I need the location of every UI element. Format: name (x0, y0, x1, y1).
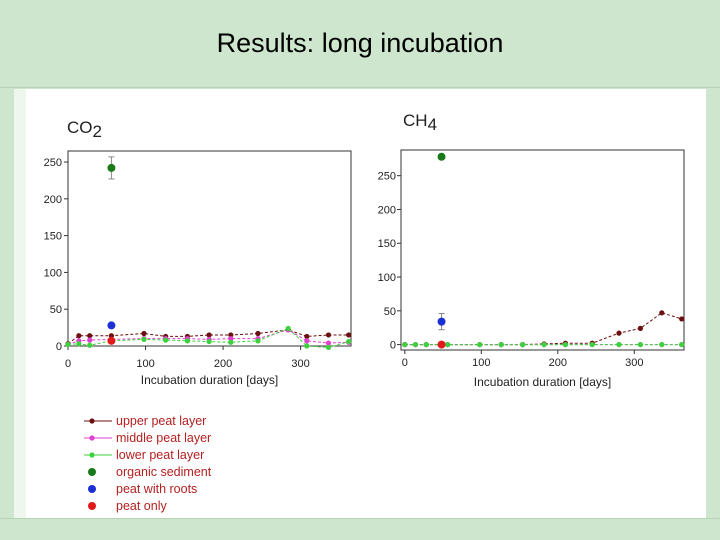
data-point-middle-peat-layer (325, 340, 332, 346)
data-point-lower-peat-layer (562, 341, 569, 348)
x-tick-label: 0 (402, 357, 408, 369)
data-point-lower-peat-layer (65, 341, 71, 348)
data-point-lower-peat-layer (304, 343, 310, 349)
x-tick-label: 300 (291, 358, 309, 370)
data-point-lower-peat-layer (346, 338, 352, 345)
y-tick-label: 50 (50, 304, 62, 316)
figure-panel (14, 89, 706, 518)
legend-marker-peat-with-roots (88, 485, 96, 493)
series-line-lower-peat-layer (67, 327, 349, 349)
data-point-lower-peat-layer (285, 325, 291, 331)
slide-title: Results: long incubation (216, 28, 504, 58)
y-tick-label: 250 (44, 157, 62, 169)
y-tick-label: 0 (390, 340, 396, 352)
data-point-lower-peat-layer (163, 337, 169, 343)
data-point-lower-peat-layer (616, 341, 622, 348)
data-point-lower-peat-layer (87, 342, 93, 348)
data-point-upper-peat-layer (637, 325, 644, 331)
data-point-upper-peat-layer (255, 330, 261, 337)
x-tick-label: 200 (214, 358, 232, 370)
y-tick-label: 150 (378, 238, 396, 250)
data-point-upper-peat-layer (304, 333, 310, 340)
data-point-upper-peat-layer (76, 333, 82, 339)
data-point-middle-peat-layer (87, 337, 93, 343)
data-point-upper-peat-layer (325, 332, 332, 338)
y-tick-label: 200 (44, 194, 62, 206)
legend-marker-middle-peat-layer (89, 435, 95, 441)
data-point-lower-peat-layer (541, 341, 547, 348)
plot-frame-2 (400, 149, 685, 351)
data-point-middle-peat-layer (228, 336, 234, 342)
y-tick-label: 100 (378, 272, 396, 284)
data-point-lower-peat-layer (76, 341, 82, 347)
data-point-lower-peat-layer (402, 341, 408, 348)
data-point-peat-with-roots (437, 317, 446, 326)
data-point-upper-peat-layer (346, 332, 352, 338)
data-point-upper-peat-layer (659, 310, 665, 316)
bottom-divider (0, 518, 720, 519)
y-tick-label: 100 (44, 267, 62, 279)
top-divider (0, 87, 720, 88)
series-line-middle-peat-layer (67, 329, 349, 345)
data-point-upper-peat-layer (108, 333, 115, 339)
legend-marker-upper-peat-layer (89, 418, 95, 424)
data-point-organic-sediment (107, 163, 116, 172)
y-tick-label: 250 (378, 171, 396, 183)
data-point-lower-peat-layer (228, 339, 234, 345)
panel-edge (14, 89, 26, 518)
data-point-upper-peat-layer (679, 316, 685, 322)
data-point-lower-peat-layer (325, 344, 332, 351)
data-point-peat-only (107, 336, 116, 345)
x-axis-title-1: Incubation duration [days] (141, 373, 278, 387)
data-point-lower-peat-layer (659, 341, 665, 348)
data-point-upper-peat-layer (616, 330, 622, 336)
data-point-upper-peat-layer (141, 330, 147, 337)
legend-label-upper-peat-layer: upper peat layer (116, 414, 206, 428)
legend-label-peat-with-roots: peat with roots (116, 482, 197, 496)
y-tick-label: 50 (384, 306, 396, 318)
legend-label-middle-peat-layer: middle peat layer (116, 431, 211, 445)
x-axis-title-2: Incubation duration [days] (474, 375, 611, 389)
legend-marker-organic-sediment (88, 468, 96, 476)
data-point-lower-peat-layer (477, 341, 483, 348)
data-point-lower-peat-layer (498, 341, 504, 348)
x-tick-label: 100 (472, 357, 490, 369)
legend-label-peat-only: peat only (116, 499, 167, 513)
data-point-upper-peat-layer (228, 332, 234, 338)
y-tick-label: 200 (378, 204, 396, 216)
x-tick-label: 0 (65, 358, 71, 370)
data-point-lower-peat-layer (141, 336, 147, 342)
y-tick-label: 150 (44, 231, 62, 243)
data-point-lower-peat-layer (589, 341, 595, 348)
data-point-organic-sediment (437, 152, 446, 161)
x-tick-label: 100 (136, 358, 154, 370)
y-tick-label: 0 (56, 341, 62, 353)
data-point-lower-peat-layer (423, 341, 429, 348)
plot-frame-1 (67, 150, 352, 347)
chart-title-1: CO2 (67, 118, 102, 141)
data-point-upper-peat-layer (206, 332, 212, 338)
data-point-peat-with-roots (107, 321, 116, 330)
data-point-lower-peat-layer (184, 338, 191, 344)
x-tick-label: 200 (549, 357, 567, 369)
series-line-upper-peat-layer (67, 329, 349, 345)
data-point-middle-peat-layer (304, 338, 310, 344)
data-point-peat-only (437, 340, 446, 349)
legend-label-lower-peat-layer: lower peat layer (116, 448, 204, 462)
data-point-lower-peat-layer (679, 341, 685, 348)
data-point-lower-peat-layer (412, 341, 419, 348)
data-point-lower-peat-layer (445, 341, 451, 348)
data-point-lower-peat-layer (206, 338, 212, 345)
chart-title-2: CH4 (403, 111, 437, 134)
data-point-lower-peat-layer (255, 338, 261, 344)
data-point-lower-peat-layer (637, 341, 644, 348)
legend-marker-lower-peat-layer (89, 452, 95, 458)
legend-marker-peat-only (88, 502, 96, 510)
data-point-upper-peat-layer (87, 333, 93, 339)
x-tick-label: 300 (625, 357, 643, 369)
data-point-lower-peat-layer (520, 341, 526, 348)
legend-label-organic-sediment: organic sediment (116, 465, 212, 479)
